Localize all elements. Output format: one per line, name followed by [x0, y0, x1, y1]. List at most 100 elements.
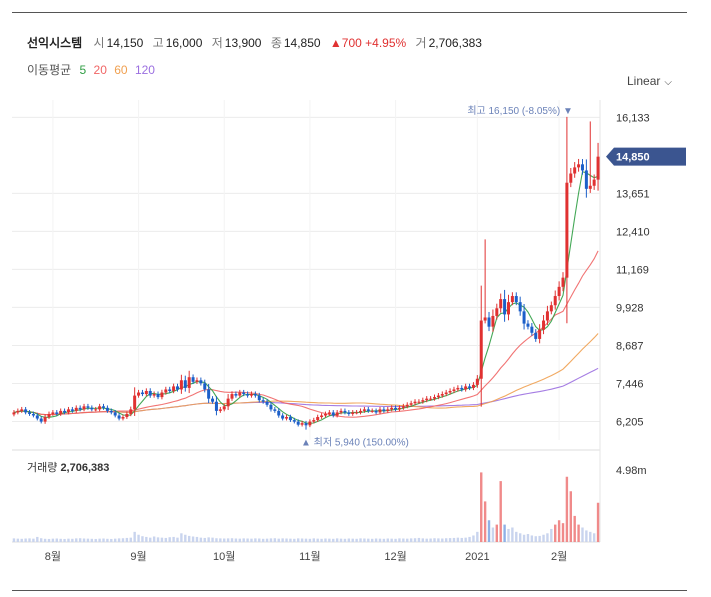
- volume-bar: [242, 538, 245, 542]
- volume-bar: [495, 524, 499, 542]
- ma-60-legend[interactable]: 60: [114, 63, 128, 77]
- x-tick-label: 9월: [130, 550, 146, 563]
- volume-bar: [94, 538, 97, 542]
- candle-body: [339, 410, 343, 413]
- candle-body: [557, 286, 561, 297]
- ma-20-legend[interactable]: 20: [93, 63, 107, 77]
- candle-body: [573, 167, 577, 174]
- volume-bar: [215, 538, 218, 542]
- volume-bar: [456, 537, 460, 542]
- candle-body: [187, 377, 191, 388]
- candle-body: [491, 315, 495, 327]
- candle-body: [12, 412, 16, 415]
- candle-body: [596, 156, 600, 180]
- volume-bar: [86, 538, 90, 542]
- volume-bar: [152, 536, 156, 542]
- candle-body: [292, 420, 296, 422]
- scale-selector-label: Linear: [627, 74, 661, 88]
- volume-bar: [382, 538, 386, 542]
- volume-bar: [417, 537, 421, 542]
- candle-body: [253, 394, 257, 396]
- volume-bar: [425, 538, 428, 542]
- candle-body: [273, 409, 277, 411]
- candle-body: [456, 387, 460, 390]
- candle-body: [129, 409, 133, 414]
- volume-bar: [164, 537, 168, 542]
- volume-bar: [67, 538, 70, 542]
- volume-bar: [43, 538, 47, 542]
- volume-bar: [335, 538, 339, 542]
- volume-bar: [12, 538, 16, 542]
- candle-body: [409, 403, 413, 405]
- candle-body: [522, 311, 526, 324]
- candle-body: [464, 386, 468, 390]
- high-value: 16,000: [165, 36, 203, 50]
- volume-bar: [589, 531, 592, 542]
- volume-bar: [145, 536, 148, 542]
- volume-bar: [78, 538, 82, 542]
- candle-body: [549, 305, 553, 312]
- volume-bar: [32, 538, 35, 542]
- candle-body: [281, 415, 285, 419]
- candle-body: [401, 406, 405, 408]
- candle-body: [90, 407, 94, 410]
- volume-bar: [378, 538, 382, 542]
- volume-bar: [277, 538, 280, 542]
- candle-body: [429, 398, 433, 400]
- low-value: 13,900: [224, 36, 262, 50]
- ma-120-legend[interactable]: 120: [134, 63, 155, 77]
- volume-bar: [507, 528, 510, 542]
- volume-bar: [203, 537, 206, 542]
- volume-bar: [444, 538, 448, 542]
- moving-average-legend: 이동평균 5 20 60 120: [27, 61, 159, 78]
- volume-bar: [265, 538, 269, 542]
- ma-5-legend[interactable]: 5: [79, 63, 87, 77]
- volume-bar: [522, 534, 526, 542]
- low-annotation: ▲ 최저 5,940 (150.00%): [301, 437, 409, 449]
- y-tick-label: 8,687: [616, 340, 644, 352]
- volume-bar: [285, 538, 288, 542]
- y-tick-label: 6,205: [616, 416, 644, 428]
- volume-bar: [141, 536, 144, 542]
- candle-body: [160, 392, 164, 398]
- candle-body: [238, 392, 242, 396]
- candle-body: [355, 412, 359, 414]
- volume-bar: [40, 538, 43, 542]
- candle-body: [277, 410, 281, 416]
- y-tick-label: 11,169: [616, 264, 649, 276]
- candle-body: [59, 410, 63, 414]
- candle-body: [183, 380, 187, 388]
- volume-bar: [577, 524, 580, 542]
- candle-body: [296, 421, 300, 425]
- candle-body: [588, 185, 592, 189]
- volume-bar: [359, 538, 362, 542]
- candle-body: [211, 398, 215, 402]
- volume-bar: [561, 523, 565, 542]
- candle-body: [94, 409, 98, 411]
- volume-bar: [184, 534, 187, 542]
- candle-body: [499, 299, 503, 309]
- volume-bar: [530, 535, 534, 542]
- volume-bar: [351, 538, 354, 542]
- candle-body: [249, 394, 253, 396]
- volume-bar: [316, 538, 319, 542]
- volume-bar: [573, 515, 576, 542]
- candle-body: [261, 400, 265, 402]
- candle-body: [78, 407, 82, 410]
- scale-selector[interactable]: Linear ⌵: [627, 74, 672, 88]
- volume-bar: [596, 502, 600, 542]
- y-tick-label: 7,446: [616, 378, 644, 390]
- candle-body: [125, 413, 129, 418]
- high-annotation: 최고 16,150 (-8.05%) ▼: [467, 105, 573, 117]
- candle-body: [569, 173, 573, 183]
- candle-body: [55, 412, 59, 414]
- ma-20-line: [13, 250, 599, 418]
- volume-bar: [429, 538, 432, 542]
- candle-body: [133, 395, 137, 410]
- open-label: 시: [93, 36, 105, 50]
- volume-bar: [339, 538, 343, 542]
- change-value: ▲700 +4.95%: [329, 36, 407, 50]
- volume-bar: [565, 476, 569, 542]
- volume-bar: [289, 538, 292, 542]
